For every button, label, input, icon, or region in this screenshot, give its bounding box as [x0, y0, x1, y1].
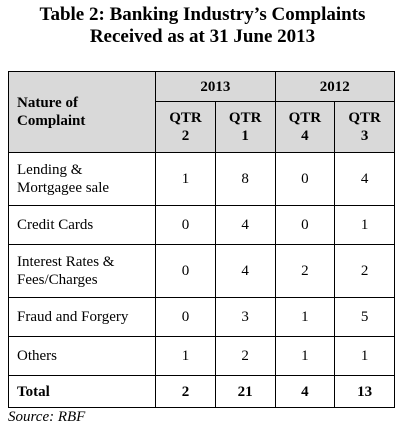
cell-value: 8	[214, 152, 276, 206]
cell-value: 3	[214, 297, 276, 337]
year-header: 2012	[274, 71, 396, 102]
cell-value: 21	[214, 375, 276, 408]
column-header: Nature of Complaint	[7, 71, 157, 153]
cell-value: 1	[155, 152, 216, 206]
row-label: Credit Cards	[7, 205, 157, 245]
quarter-header: QTR 2	[155, 101, 216, 153]
cell-value: 1	[334, 336, 395, 376]
cell-value: 4	[214, 205, 276, 245]
title-line: Table 2: Banking Industry’s Complaints	[39, 4, 366, 25]
table-title: Table 2: Banking Industry’s Complaints R…	[0, 0, 405, 48]
cell-value: 0	[155, 205, 216, 245]
cell-value: 4	[274, 375, 336, 408]
table-row: Fraud and Forgery 0 3 1 5	[7, 297, 395, 337]
cell-value: 4	[214, 244, 276, 298]
cell-value: 0	[274, 205, 336, 245]
cell-value: 13	[334, 375, 395, 408]
row-label: Lending & Mortgagee sale	[7, 152, 157, 206]
year-header: 2013	[155, 71, 276, 102]
cell-value: 1	[155, 336, 216, 376]
table-row: Credit Cards 0 4 0 1	[7, 205, 395, 245]
source-note: Source: RBF	[8, 409, 86, 425]
table-row: Interest Rates & Fees/Charges 0 4 2 2	[7, 244, 395, 298]
cell-value: 5	[334, 297, 395, 337]
cell-value: 1	[274, 297, 336, 337]
header-row: Nature of Complaint 2013 2012	[7, 71, 396, 153]
cell-value: 4	[334, 152, 395, 206]
header-row: QTR 2 QTR 1 QTR 4 QTR 3	[9, 101, 395, 153]
complaints-table: Nature of Complaint 2013 2012 QTR 2 QTR 1…	[7, 71, 396, 408]
quarter-header: QTR 4	[274, 101, 336, 153]
row-label: Others	[7, 336, 157, 376]
cell-value: 2	[214, 336, 276, 376]
cell-value: 0	[155, 244, 216, 298]
cell-value: 1	[334, 205, 395, 245]
cell-value: 0	[155, 297, 216, 337]
cell-value: 2	[334, 244, 395, 298]
total-row: Total 2 21 4 13	[7, 375, 395, 408]
cell-value: 0	[274, 152, 336, 206]
quarter-header: QTR 3	[334, 101, 395, 153]
cell-value: 1	[274, 336, 336, 376]
cell-value: 2	[155, 375, 216, 408]
title-line: Received as at 31 June 2013	[89, 26, 316, 47]
row-label: Fraud and Forgery	[7, 297, 157, 337]
table-body: Nature of Complaint 2013 2012 QTR 2 QTR 1…	[7, 71, 396, 408]
quarter-header: QTR 1	[214, 101, 276, 153]
cell-value: 2	[274, 244, 336, 298]
table-row: Others 1 2 1 1	[7, 336, 395, 376]
row-label: Interest Rates & Fees/Charges	[7, 244, 157, 298]
table-row: Lending & Mortgagee sale 1 8 0 4	[7, 152, 395, 206]
row-label: Total	[7, 375, 157, 408]
